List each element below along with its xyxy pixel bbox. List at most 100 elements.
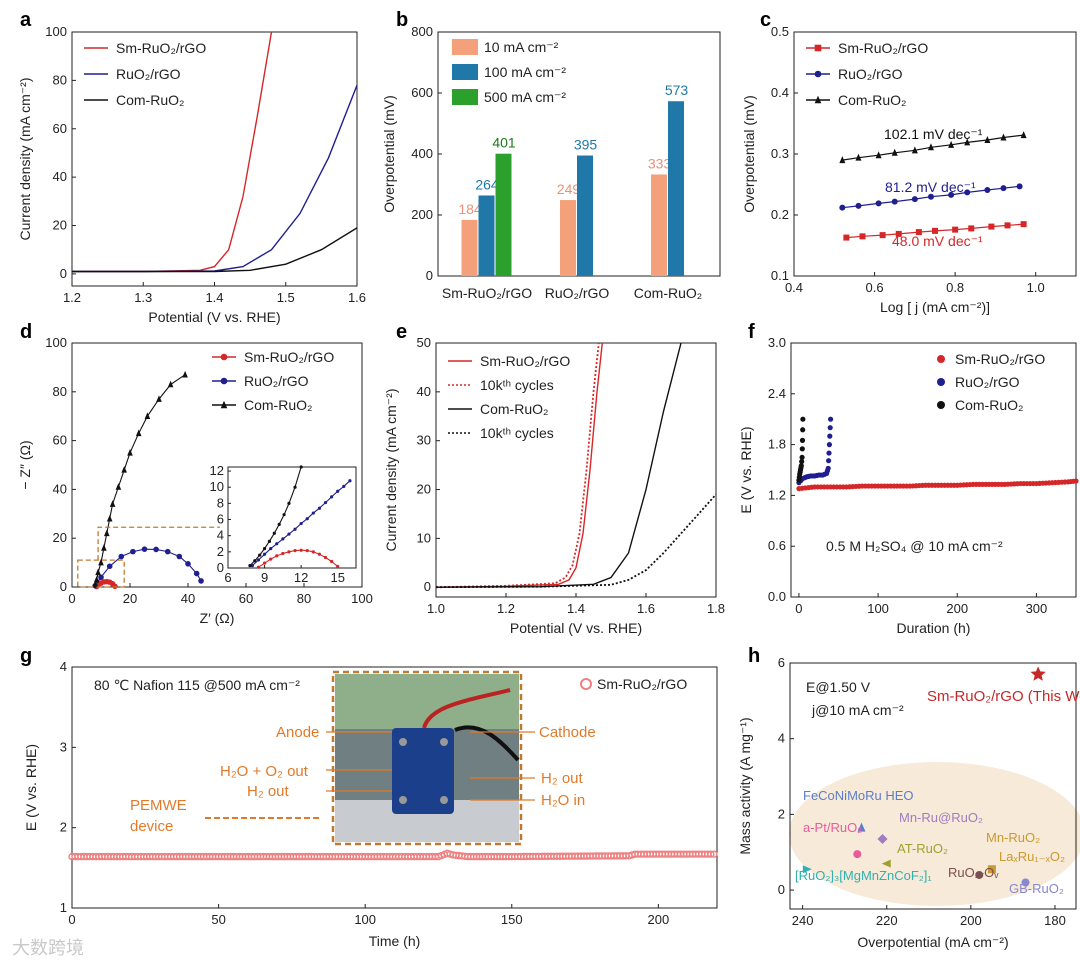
bar: [461, 219, 478, 276]
x-tick-label: 1.3: [134, 290, 152, 305]
inset-y-tick-label: 2: [217, 544, 224, 559]
bolt: [440, 796, 448, 804]
data-point: [964, 189, 971, 196]
legend-label: 100 mA cm⁻²: [484, 64, 566, 80]
inset-data-point: [330, 559, 334, 564]
category-label: RuO₂/rGO: [545, 285, 610, 301]
inset-data-point: [305, 517, 309, 521]
legend-label: RuO₂/rGO: [838, 66, 903, 82]
cable: [422, 688, 511, 729]
data-label: 264: [475, 176, 499, 192]
y-axis-label: Overpotential (mV): [741, 95, 757, 212]
data-point: [799, 454, 805, 460]
legend-label: RuO₂/rGO: [955, 374, 1020, 390]
data-label: 333: [648, 155, 672, 171]
y-tick-label: 1: [60, 900, 67, 915]
data-point: [843, 234, 850, 241]
data-point: [915, 229, 922, 236]
x-tick-label: 1.4: [205, 290, 223, 305]
inset-y-tick-label: 12: [210, 463, 224, 478]
data-point: [895, 230, 902, 237]
data-point: [1020, 131, 1027, 139]
tafel-label: 102.1 mV dec⁻¹: [884, 126, 983, 142]
y-tick-label: 0: [424, 579, 431, 594]
y-tick-label: 40: [53, 169, 67, 184]
data-point: [927, 143, 934, 151]
data-point: [984, 135, 991, 143]
inset-data-point: [311, 550, 315, 554]
x-tick-label: 0.6: [866, 280, 884, 295]
data-point: [153, 546, 159, 553]
inset-data-point: [272, 531, 276, 535]
y-tick-label: 0.3: [771, 146, 789, 161]
data-point: [193, 570, 200, 577]
data-point: [799, 446, 805, 452]
legend-swatch: [452, 64, 478, 80]
y-tick-label: 80: [53, 384, 67, 399]
data-point: [156, 395, 162, 402]
legend-swatch: [452, 89, 478, 105]
plot-frame: [71, 342, 363, 588]
data-point: [1004, 222, 1011, 229]
data-point: [927, 193, 934, 200]
point-label: Sm-RuO₂/rGO (This Work): [927, 688, 1080, 705]
watermark: 大数跨境: [12, 938, 84, 958]
data-point: [798, 463, 804, 469]
chart-panel-c: 0.4 0.6 0.8 1.0 0.1 0.2 0.3 0.4 0.5 Log [ j (mA c…: [741, 24, 1077, 315]
x-tick-label: 200: [946, 601, 968, 616]
chart-panel-f: 0 100 200 300 0.0 0.6 1.2 1.8 2.4 3.0 Duration (h)…: [738, 335, 1079, 636]
x-tick-label: 1.2: [497, 601, 515, 616]
device-label: device: [130, 818, 173, 835]
x-tick-label: 40: [181, 591, 195, 606]
data-point: [827, 425, 833, 431]
condition-annotation: 80 ℃ Nafion 115 @500 mA cm⁻²: [94, 677, 300, 693]
y-tick-label: 6: [778, 655, 785, 670]
panel-label: e: [396, 321, 407, 343]
panel-label: g: [20, 645, 32, 667]
plot-frame: [790, 342, 1077, 598]
data-point: [112, 583, 118, 590]
data-point: [875, 200, 882, 207]
x-tick-label: 150: [501, 912, 523, 927]
tafel-label: 48.0 mV dec⁻¹: [892, 233, 983, 249]
data-point: [121, 466, 127, 473]
inset-x-tick-label: 12: [294, 570, 308, 585]
inset-data-point: [330, 495, 334, 499]
y-tick-label: 2: [778, 806, 785, 821]
inset-data-point: [253, 559, 257, 563]
data-point: [987, 865, 996, 874]
inset-y-tick-label: 10: [210, 479, 224, 494]
x-tick-label: 1.5: [277, 290, 295, 305]
y-axis-label: E (V vs. RHE): [23, 744, 39, 831]
data-point: [802, 865, 812, 874]
legend-label: Com-RuO₂: [838, 92, 906, 108]
x-tick-label: 1.4: [567, 601, 585, 616]
y-tick-label: 0: [778, 882, 785, 897]
data-point: [984, 186, 991, 193]
inset-data-point: [275, 554, 279, 558]
photo-label: H₂O in: [541, 792, 585, 809]
inset-data-point: [299, 548, 303, 552]
inset-data-point: [275, 542, 279, 546]
photo-label: H₂O + O₂ out: [220, 763, 309, 780]
legend-label: Com-RuO₂: [955, 397, 1023, 413]
series-line: [72, 84, 358, 273]
data-point: [198, 578, 204, 584]
legend-marker: [580, 678, 592, 690]
legend-label: Sm-RuO₂/rGO: [597, 676, 687, 692]
point-label: Mn-RuO₂: [986, 830, 1040, 845]
legend-label: RuO₂/rGO: [244, 373, 309, 389]
data-point: [1021, 878, 1030, 887]
legend-marker: [220, 377, 228, 385]
inset-data-point: [287, 532, 291, 536]
category-label: Sm-RuO₂/rGO: [442, 285, 532, 301]
data-point: [93, 575, 100, 583]
series-line: [435, 342, 603, 588]
zoom-connector: [97, 526, 220, 561]
panel-label: f: [748, 321, 755, 343]
data-point: [911, 196, 918, 203]
data-point: [875, 151, 882, 159]
y-tick-label: 0: [426, 268, 433, 283]
plot-frame: [71, 666, 718, 909]
legend-marker: [220, 353, 228, 361]
